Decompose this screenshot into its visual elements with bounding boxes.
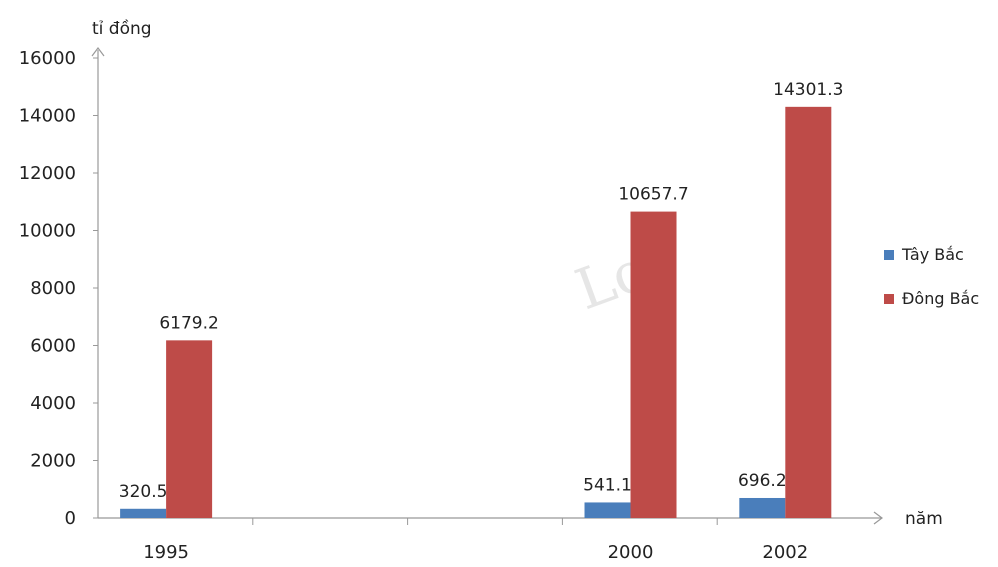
data-label: 10657.7 [618, 185, 688, 205]
y-tick-label: 10000 [19, 221, 76, 242]
y-tick-label: 16000 [19, 48, 76, 69]
y-tick-label: 6000 [30, 336, 76, 357]
category-labels: 1995 2000 2002 [143, 542, 808, 563]
bar [166, 340, 213, 518]
bar [630, 211, 677, 518]
x-axis-title: năm [905, 509, 943, 529]
y-tick-label: 4000 [30, 393, 76, 414]
legend-swatch [884, 250, 894, 260]
bar [739, 497, 786, 518]
legend-label: Tây Bắc [901, 245, 964, 264]
y-axis-title: tỉ đồng [92, 18, 152, 39]
bar [120, 508, 167, 518]
data-label: 541.1 [583, 475, 632, 495]
category-label: 2002 [762, 542, 808, 563]
bar [785, 106, 832, 519]
category-label: 1995 [143, 542, 189, 563]
bar [584, 502, 631, 518]
legend-label: Đông Bắc [902, 289, 979, 308]
data-label: 320.5 [119, 482, 168, 502]
category-label: 2000 [608, 542, 654, 563]
bars [120, 106, 832, 519]
y-tick-label: 2000 [30, 451, 76, 472]
y-axis-arrow [91, 47, 105, 57]
y-tick-labels: 0 2000 4000 6000 8000 10000 12000 14000 16000 [19, 48, 76, 529]
y-tick-label: 14000 [19, 106, 76, 127]
data-label: 696.2 [738, 471, 787, 491]
data-label: 14301.3 [773, 80, 843, 100]
legend-swatch [884, 294, 894, 304]
y-tick-label: 0 [65, 508, 76, 529]
legend: Tây Bắc Đông Bắc [884, 245, 979, 308]
data-label: 6179.2 [159, 313, 218, 333]
y-tick-label: 8000 [30, 278, 76, 299]
data-labels: 320.5 6179.2 541.1 10657.7 696.2 14301.3 [119, 80, 844, 502]
y-tick-label: 12000 [19, 163, 76, 184]
x-axis-arrow [873, 511, 883, 525]
